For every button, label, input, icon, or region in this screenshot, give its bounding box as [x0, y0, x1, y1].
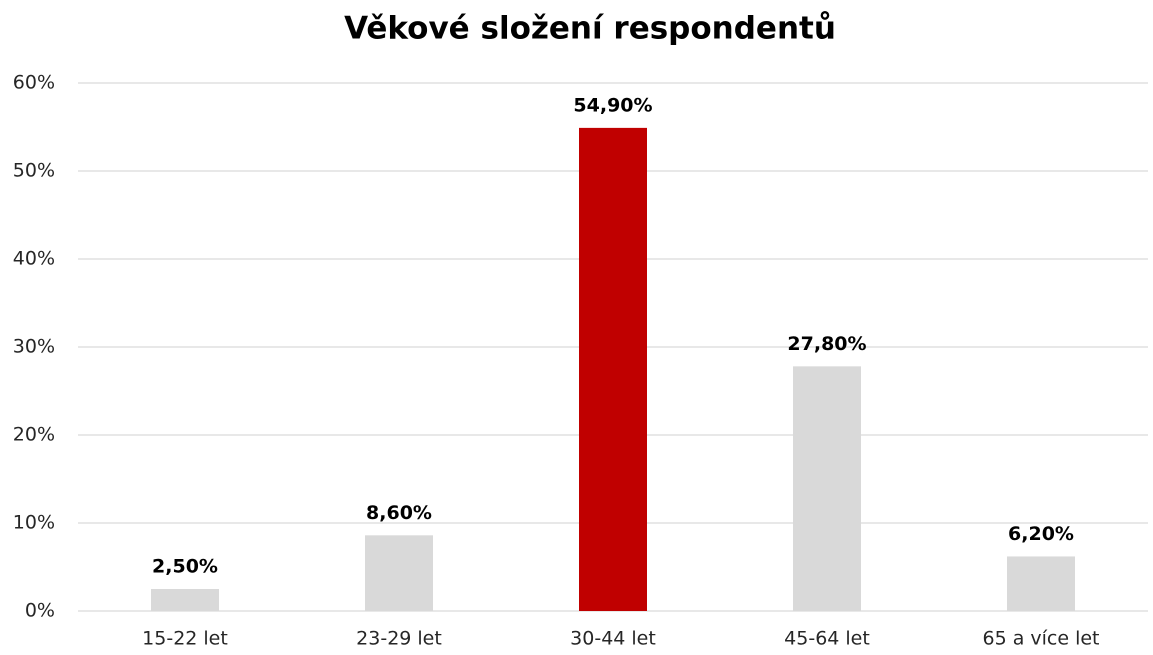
x-tick-label: 45-64 let	[784, 628, 870, 650]
x-tick-label: 23-29 let	[356, 628, 442, 650]
y-tick-label: 30%	[13, 336, 55, 358]
bar	[365, 535, 433, 611]
bar	[579, 127, 647, 611]
y-tick-label: 50%	[13, 160, 55, 182]
bar	[793, 366, 861, 611]
y-tick-label: 60%	[13, 72, 55, 94]
value-label: 6,20%	[1008, 523, 1074, 545]
y-tick-label: 0%	[25, 600, 55, 622]
x-tick-label: 15-22 let	[142, 628, 228, 650]
bar	[151, 589, 219, 611]
chart-title: Věkové složení respondentů	[344, 11, 836, 47]
y-tick-label: 20%	[13, 424, 55, 446]
value-label: 8,60%	[366, 502, 432, 524]
y-tick-label: 40%	[13, 248, 55, 270]
x-tick-label: 65 a více let	[982, 628, 1099, 650]
value-label: 2,50%	[152, 556, 218, 578]
bar	[1007, 556, 1075, 611]
value-label: 27,80%	[787, 333, 866, 355]
x-tick-label: 30-44 let	[570, 628, 656, 650]
y-tick-label: 10%	[13, 512, 55, 534]
value-label: 54,90%	[573, 94, 652, 116]
